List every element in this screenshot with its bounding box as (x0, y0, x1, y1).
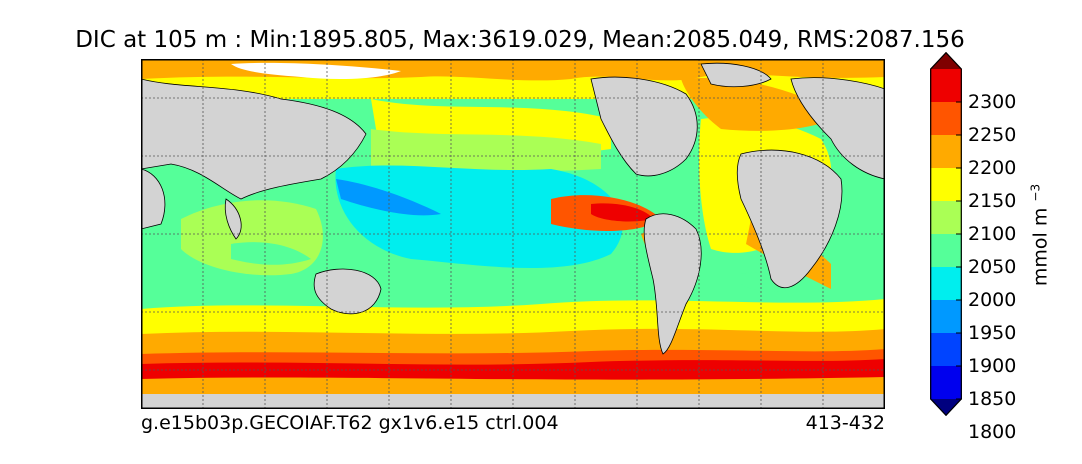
colorbar-segment (930, 267, 962, 301)
colorbar-tick-label: 2050 (968, 256, 1017, 278)
colorbar-extend-max (930, 52, 962, 69)
colorbar-tick-label: 2250 (968, 124, 1017, 146)
colorbar-tick-label: 1850 (968, 388, 1017, 410)
colorbar (930, 52, 962, 416)
colorbar-tick-label: 1950 (968, 322, 1017, 344)
colorbar-unit-exponent: −3 (1028, 183, 1043, 202)
colorbar-unit-text: mmol m (1029, 207, 1052, 287)
colorbar-tick-label: 2150 (968, 190, 1017, 212)
map-title: DIC at 105 m : Min:1895.805, Max:3619.02… (75, 27, 965, 53)
colorbar-segment (930, 366, 962, 400)
colorbar-outline (930, 52, 962, 416)
colorbar-tick-label: 2200 (968, 157, 1017, 179)
colorbar-segment (930, 300, 962, 334)
colorbar-tick-label: 2000 (968, 289, 1017, 311)
colorbar-tick-label: 1800 (968, 421, 1017, 443)
colorbar-segment (930, 135, 962, 169)
colorbar-unit-label: mmol m −3 (1029, 184, 1052, 286)
colorbar-segment (930, 168, 962, 202)
colorbar-segment (930, 102, 962, 136)
colorbar-segment (930, 333, 962, 367)
colorbar-segment (930, 201, 962, 235)
colorbar-extend-min (930, 399, 962, 416)
colorbar-tick-label: 2100 (968, 223, 1017, 245)
caption-run-name: g.e15b03p.GECOIAF.T62 gx1v6.e15 ctrl.004 (141, 412, 559, 434)
ocean-field-map (141, 59, 885, 409)
colorbar-tick-label: 2300 (968, 91, 1017, 113)
caption-year-range: 413-432 (805, 412, 885, 434)
colorbar-tick-label: 1900 (968, 355, 1017, 377)
colorbar-segment (930, 234, 962, 268)
colorbar-segment (930, 69, 962, 103)
